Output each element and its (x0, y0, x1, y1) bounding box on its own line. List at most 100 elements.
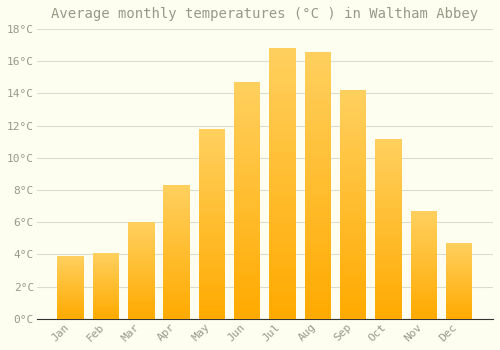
Bar (164, 241, 190, 244)
Bar (270, 173, 296, 178)
Bar (234, 106, 260, 111)
Bar (446, 261, 472, 263)
Bar (93, 275, 120, 276)
Bar (340, 99, 366, 104)
Bar (128, 236, 154, 238)
Bar (164, 225, 190, 228)
Bar (375, 229, 402, 232)
Bar (198, 315, 225, 319)
Bar (198, 190, 225, 194)
Bar (270, 59, 296, 65)
Bar (128, 290, 154, 292)
Bar (446, 295, 472, 296)
Bar (340, 163, 366, 168)
Bar (410, 258, 437, 261)
Bar (304, 271, 331, 276)
Bar (128, 224, 154, 226)
Bar (93, 259, 120, 261)
Bar (93, 307, 120, 308)
Bar (304, 126, 331, 132)
Bar (375, 211, 402, 214)
Bar (446, 271, 472, 272)
Bar (304, 100, 331, 105)
Bar (270, 65, 296, 70)
Bar (304, 265, 331, 271)
Bar (128, 263, 154, 265)
Bar (198, 273, 225, 277)
Bar (375, 297, 402, 301)
Bar (446, 264, 472, 266)
Bar (446, 287, 472, 289)
Bar (270, 178, 296, 184)
Bar (446, 296, 472, 298)
Bar (410, 224, 437, 226)
Bar (410, 289, 437, 291)
Bar (270, 81, 296, 86)
Bar (304, 292, 331, 298)
Bar (304, 159, 331, 164)
Bar (304, 169, 331, 175)
Bar (128, 315, 154, 317)
Bar (93, 293, 120, 294)
Bar (375, 186, 402, 189)
Bar (164, 316, 190, 319)
Bar (234, 305, 260, 309)
Bar (128, 317, 154, 319)
Bar (58, 278, 84, 279)
Bar (375, 164, 402, 167)
Bar (304, 250, 331, 255)
Bar (375, 142, 402, 146)
Bar (128, 276, 154, 278)
Bar (375, 258, 402, 261)
Bar (164, 247, 190, 250)
Bar (270, 254, 296, 259)
Bar (304, 116, 331, 121)
Bar (410, 220, 437, 222)
Bar (446, 245, 472, 246)
Bar (340, 282, 366, 287)
Bar (410, 250, 437, 252)
Bar (58, 262, 84, 264)
Bar (198, 220, 225, 224)
Bar (234, 96, 260, 101)
Bar (198, 304, 225, 308)
Bar (198, 311, 225, 315)
Bar (340, 182, 366, 186)
Bar (340, 204, 366, 209)
Bar (375, 290, 402, 294)
Bar (375, 193, 402, 196)
Bar (410, 269, 437, 271)
Bar (375, 239, 402, 243)
Bar (58, 290, 84, 291)
Bar (375, 301, 402, 304)
Bar (340, 268, 366, 273)
Bar (340, 278, 366, 282)
Bar (234, 116, 260, 120)
Bar (93, 296, 120, 298)
Bar (128, 307, 154, 309)
Bar (446, 243, 472, 245)
Bar (410, 237, 437, 239)
Bar (58, 280, 84, 281)
Bar (164, 298, 190, 300)
Bar (128, 255, 154, 257)
Bar (58, 298, 84, 299)
Bar (198, 288, 225, 292)
Bar (58, 289, 84, 290)
Bar (164, 215, 190, 217)
Bar (446, 257, 472, 258)
Bar (198, 285, 225, 288)
Bar (128, 234, 154, 236)
Bar (446, 263, 472, 264)
Bar (164, 193, 190, 196)
Bar (128, 313, 154, 315)
Bar (410, 284, 437, 287)
Bar (198, 133, 225, 136)
Bar (375, 146, 402, 149)
Bar (340, 154, 366, 159)
Bar (446, 254, 472, 255)
Bar (410, 297, 437, 300)
Bar (198, 152, 225, 155)
Bar (304, 142, 331, 148)
Bar (198, 216, 225, 220)
